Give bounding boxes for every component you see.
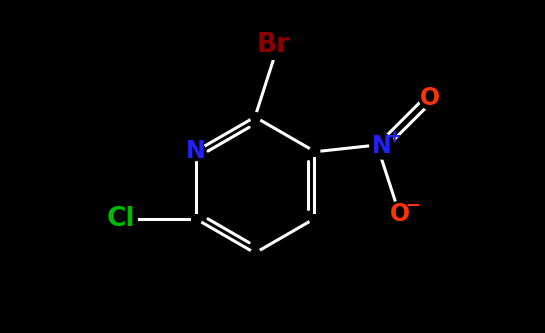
Text: N: N xyxy=(372,134,392,158)
Text: −: − xyxy=(405,197,420,215)
Text: Br: Br xyxy=(257,32,289,58)
Text: O: O xyxy=(420,86,440,110)
Text: O: O xyxy=(390,202,410,226)
Text: +: + xyxy=(386,128,401,146)
Text: N: N xyxy=(186,139,206,163)
Text: Cl: Cl xyxy=(107,206,135,232)
